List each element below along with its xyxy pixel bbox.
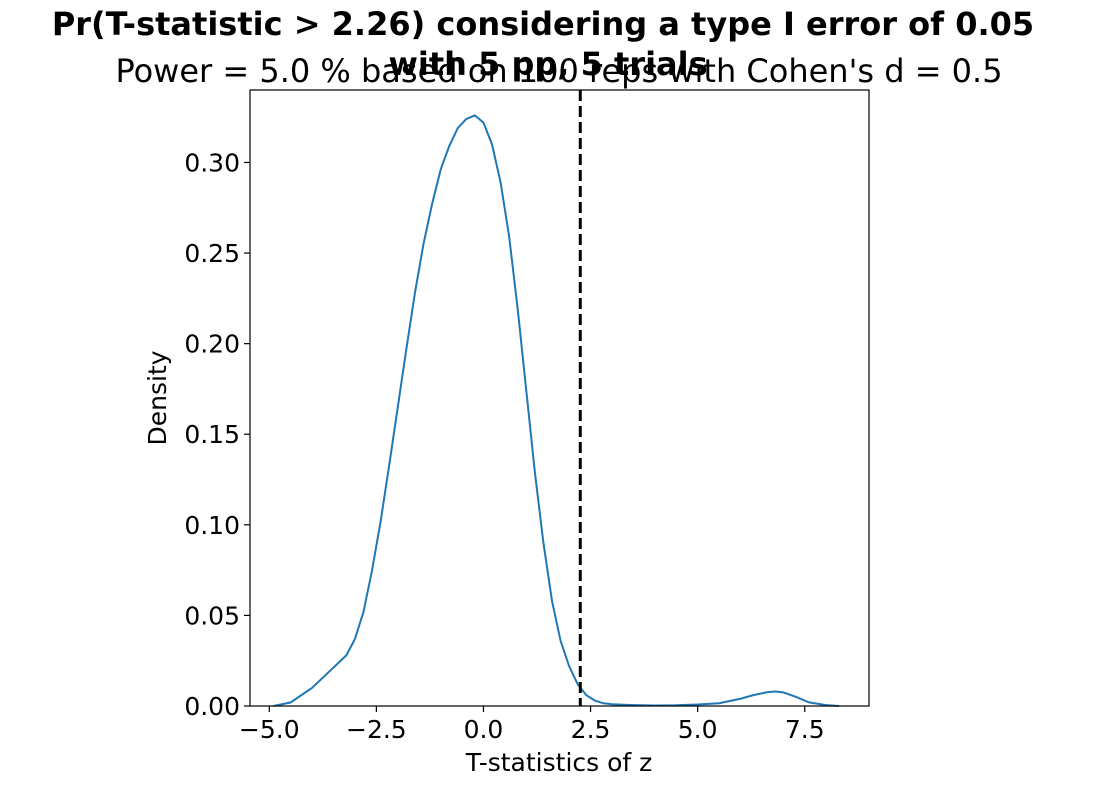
- y-tick-label: 0.20: [184, 330, 240, 359]
- chart-subtitle: Power = 5.0 % based on 100 reps with Coh…: [115, 52, 1002, 90]
- chart-title-line2: with 5 pp, 5 trials: [388, 45, 707, 83]
- x-axis: −5.0 −2.5 0.0 2.5 5.0 7.5: [239, 706, 825, 744]
- density-series-line: [273, 114, 840, 707]
- y-tick-label: 0.30: [184, 148, 240, 177]
- plot-area: [249, 89, 870, 707]
- chart-title: Pr(T-statistic > 2.26) considering a typ…: [52, 5, 1034, 43]
- plot-frame: [249, 89, 870, 707]
- chart-titles: Pr(T-statistic > 2.26) considering a typ…: [52, 5, 1034, 90]
- x-tick-label: −2.5: [346, 715, 407, 744]
- y-tick-label: 0.25: [184, 239, 240, 268]
- y-tick-label: 0.00: [184, 692, 240, 721]
- x-tick-label: 0.0: [464, 715, 504, 744]
- y-axis-label: Density: [143, 350, 172, 445]
- y-tick-label: 0.10: [184, 511, 240, 540]
- y-axis: 0.00 0.05 0.10 0.15 0.20 0.25 0.30: [184, 148, 250, 721]
- x-tick-label: 2.5: [571, 715, 611, 744]
- x-tick-label: 7.5: [785, 715, 825, 744]
- x-axis-label: T-statistics of z: [465, 748, 653, 777]
- x-tick-label: −5.0: [239, 715, 300, 744]
- x-tick-label: 5.0: [678, 715, 718, 744]
- y-tick-label: 0.15: [184, 420, 240, 449]
- y-tick-label: 0.05: [184, 601, 240, 630]
